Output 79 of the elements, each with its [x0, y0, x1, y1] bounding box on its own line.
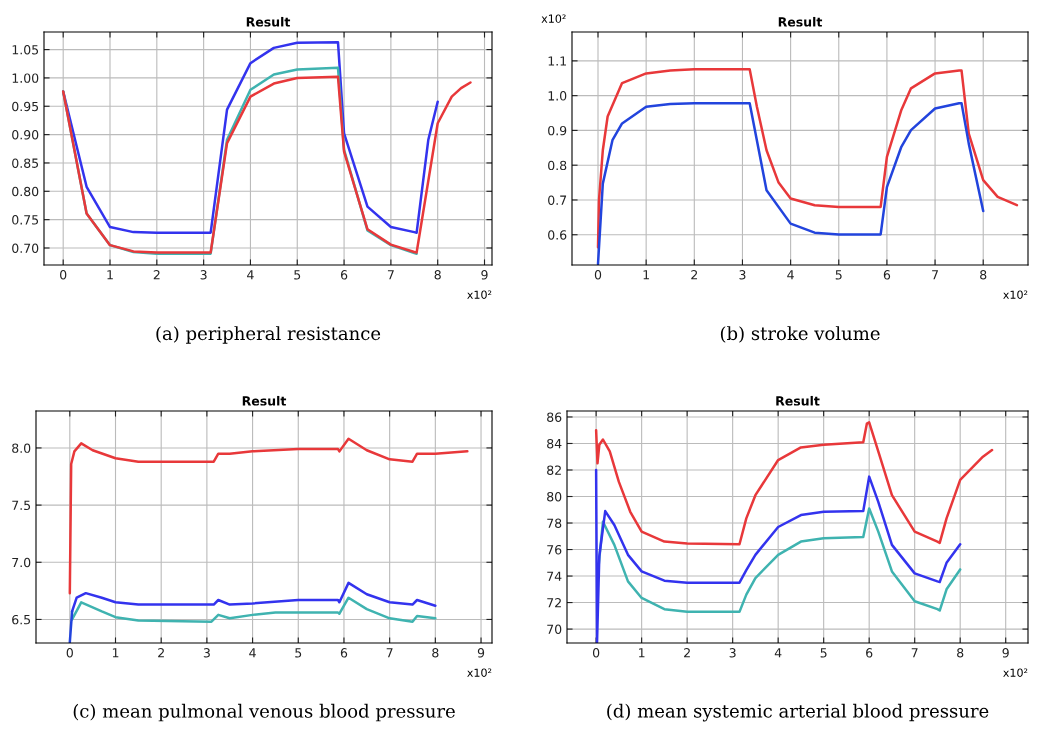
x-tick-label: 7 — [387, 270, 394, 280]
y-tick-label: 8.0 — [12, 443, 31, 453]
chart-title: Result — [242, 395, 287, 406]
x-tick-label: 4 — [249, 648, 256, 658]
x-tick-label: 1 — [107, 270, 113, 280]
text: (a) peripheral resistance — [156, 326, 381, 344]
x-tick-label: 9 — [481, 270, 488, 280]
y-tick-label: 0.80 — [12, 186, 39, 197]
y-tick-label: 0.85 — [12, 158, 39, 168]
x-tick-label: 9 — [477, 648, 485, 658]
y-tick-label: 84 — [547, 438, 562, 449]
x-tick-label: 5 — [294, 270, 301, 280]
x-tick-label: 1 — [639, 648, 645, 658]
y-tick-label: 0.90 — [12, 130, 39, 140]
x-tick-label: 4 — [787, 270, 794, 280]
y-tick-label: 1.0 — [548, 91, 567, 101]
y-tick-label: 7.5 — [12, 500, 31, 511]
x-tick-label: 2 — [158, 648, 164, 658]
y-tick-label: 70 — [547, 624, 562, 635]
y-tick-label: 78 — [547, 518, 562, 528]
x-tick-label: 9 — [1002, 648, 1009, 658]
x-tick-label: 0 — [66, 648, 73, 658]
y-tick-label: 72 — [547, 598, 561, 608]
chart-title: Result — [246, 16, 291, 27]
x-tick-label: 6 — [340, 270, 348, 280]
x-axis-title: x10² — [467, 668, 492, 677]
x-tick-label: 1 — [112, 648, 119, 658]
x-tick-label: 7 — [386, 648, 393, 658]
x-tick-label: 4 — [774, 648, 782, 658]
x-tick-label: 3 — [200, 270, 207, 280]
x-tick-label: 8 — [957, 648, 964, 658]
x-tick-label: 1 — [643, 270, 649, 280]
x-tick-label: 3 — [729, 648, 736, 658]
x-tick-label: 2 — [684, 648, 690, 658]
x-tick-label: 6 — [340, 648, 348, 658]
x-tick-label: 5 — [835, 270, 842, 280]
x-axis-title: x10² — [467, 290, 492, 299]
y-tick-label: 76 — [547, 545, 562, 555]
y-tick-label: 82 — [547, 465, 561, 475]
x-tick-label: 4 — [247, 270, 254, 280]
y-tick-label: 0.95 — [12, 101, 39, 112]
x-tick-label: 6 — [883, 270, 891, 280]
x-tick-label: 3 — [739, 270, 746, 280]
text: (d) mean systemic arterial blood pressure — [607, 703, 989, 722]
y-tick-label: 1.00 — [12, 73, 39, 83]
y-tick-label: 74 — [547, 571, 562, 581]
x-tick-label: 8 — [434, 270, 441, 280]
y-tick-label: 0.75 — [12, 215, 39, 225]
x-tick-label: 0 — [592, 648, 600, 658]
x-tick-label: 0 — [60, 270, 67, 280]
x-tick-label: 5 — [295, 648, 302, 658]
y-tick-label: 80 — [547, 491, 562, 502]
x-tick-label: 0 — [594, 270, 602, 280]
y-tick-label: 0.7 — [548, 195, 567, 205]
x-tick-label: 8 — [980, 270, 987, 280]
x-tick-label: 7 — [932, 270, 938, 280]
y-tick-label: 0.70 — [12, 243, 39, 253]
y-tick-label: 6.5 — [12, 614, 31, 625]
chart-title: Result — [776, 395, 820, 406]
y-tick-label: 1.1 — [548, 56, 566, 66]
x-tick-label: 5 — [820, 648, 827, 658]
y-axis-title: x10² — [541, 14, 566, 23]
y-tick-label: 86 — [547, 412, 562, 422]
y-tick-label: 1.05 — [12, 45, 39, 55]
x-tick-label: 7 — [911, 648, 918, 658]
text: (c) mean pulmonal venous blood pressure — [73, 703, 455, 722]
y-tick-label: 0.9 — [548, 125, 567, 136]
x-axis-title: x10² — [1003, 290, 1028, 299]
chart-title: Result — [778, 16, 823, 27]
y-tick-label: 0.8 — [548, 160, 567, 171]
x-tick-label: 8 — [432, 648, 439, 658]
text: (b) stroke volume — [720, 326, 880, 343]
y-tick-label: 0.6 — [548, 230, 567, 240]
y-tick-label: 7.0 — [12, 557, 31, 568]
x-tick-label: 2 — [691, 270, 698, 280]
x-tick-label: 3 — [203, 648, 210, 658]
x-axis-title: x10² — [1003, 668, 1028, 677]
x-tick-label: 6 — [866, 648, 873, 658]
x-tick-label: 2 — [153, 270, 160, 280]
